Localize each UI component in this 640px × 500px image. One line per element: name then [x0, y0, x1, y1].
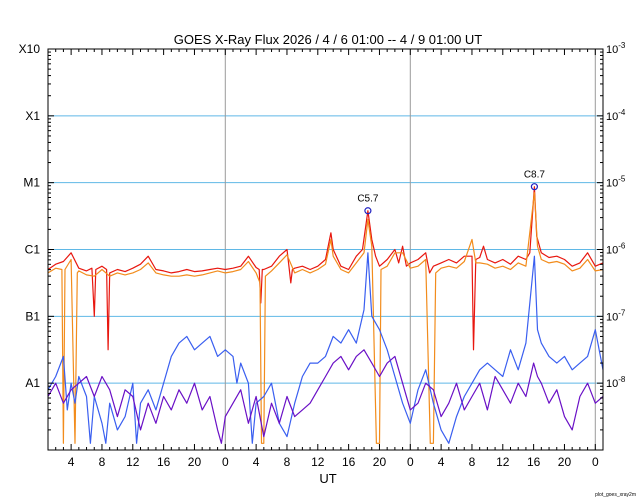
- class-label: A1: [25, 376, 40, 390]
- flux-power-label: 10-6: [606, 242, 626, 257]
- axis-layer: 4 8 12 16 20 0 4 8 12 16 20 0 4 8 12 16 20 0 X10 X1 M1 C1 B1 A1…: [19, 41, 626, 469]
- flux-power-base: 10: [606, 111, 618, 123]
- flux-power-label: 10-3: [606, 41, 626, 56]
- flux-power-base: 10: [606, 378, 618, 390]
- flux-power-base: 10: [606, 44, 618, 56]
- flux-series-line-1: [47, 192, 604, 444]
- flare-label: C5.7: [357, 194, 379, 205]
- class-label: C1: [25, 243, 41, 257]
- flux-power-exponent: -8: [618, 375, 626, 384]
- x-tick-label: 20: [373, 455, 387, 469]
- flux-power-exponent: -4: [618, 108, 626, 117]
- flux-power-base: 10: [606, 311, 618, 323]
- x-tick-label: 4: [253, 455, 260, 469]
- x-tick-label: 20: [558, 455, 572, 469]
- x-tick-label: 0: [407, 455, 414, 469]
- flare-marker: [364, 207, 372, 215]
- flux-power-base: 10: [606, 178, 618, 190]
- x-tick-label: 20: [188, 455, 202, 469]
- flux-power-exponent: -7: [618, 308, 626, 317]
- class-label: X1: [25, 109, 40, 123]
- x-tick-label: 16: [527, 455, 541, 469]
- x-tick-label: 0: [222, 455, 229, 469]
- flare-marker: [530, 183, 538, 191]
- x-tick-label: 12: [311, 455, 325, 469]
- x-tick-label: 8: [469, 455, 476, 469]
- class-label: X10: [19, 42, 41, 56]
- series-layer: [47, 186, 604, 444]
- flux-series-line-2: [47, 252, 604, 444]
- flux-power-label: 10-8: [606, 375, 626, 390]
- flux-power-exponent: -5: [618, 175, 626, 184]
- x-tick-label: 12: [496, 455, 510, 469]
- class-label: B1: [25, 309, 40, 323]
- x-tick-label: 8: [99, 455, 106, 469]
- x-tick-label: 8: [284, 455, 291, 469]
- x-tick-label: 12: [126, 455, 140, 469]
- plot-credit: plot_goes_xray2m: [595, 492, 636, 498]
- x-tick-label: 16: [342, 455, 356, 469]
- chart-title: GOES X-Ray Flux 2026 / 4 / 6 01:00 -- 4 …: [174, 32, 483, 47]
- flare-label: C8.7: [524, 170, 546, 181]
- flux-series-line-3: [47, 349, 604, 444]
- flux-series-line-0: [47, 186, 604, 351]
- flux-power-exponent: -6: [618, 242, 626, 251]
- x-tick-label: 4: [438, 455, 445, 469]
- flux-power-label: 10-4: [606, 108, 626, 123]
- flux-power-label: 10-5: [606, 175, 626, 190]
- x-tick-label: 0: [592, 455, 599, 469]
- flux-power-label: 10-7: [606, 308, 626, 323]
- class-label: M1: [23, 176, 40, 190]
- flux-power-exponent: -3: [618, 41, 626, 50]
- x-tick-label: 16: [157, 455, 171, 469]
- x-axis-label: UT: [319, 471, 336, 486]
- annotation-layer: C5.7 C8.7: [357, 170, 546, 215]
- x-tick-label: 4: [68, 455, 75, 469]
- flux-power-base: 10: [606, 245, 618, 257]
